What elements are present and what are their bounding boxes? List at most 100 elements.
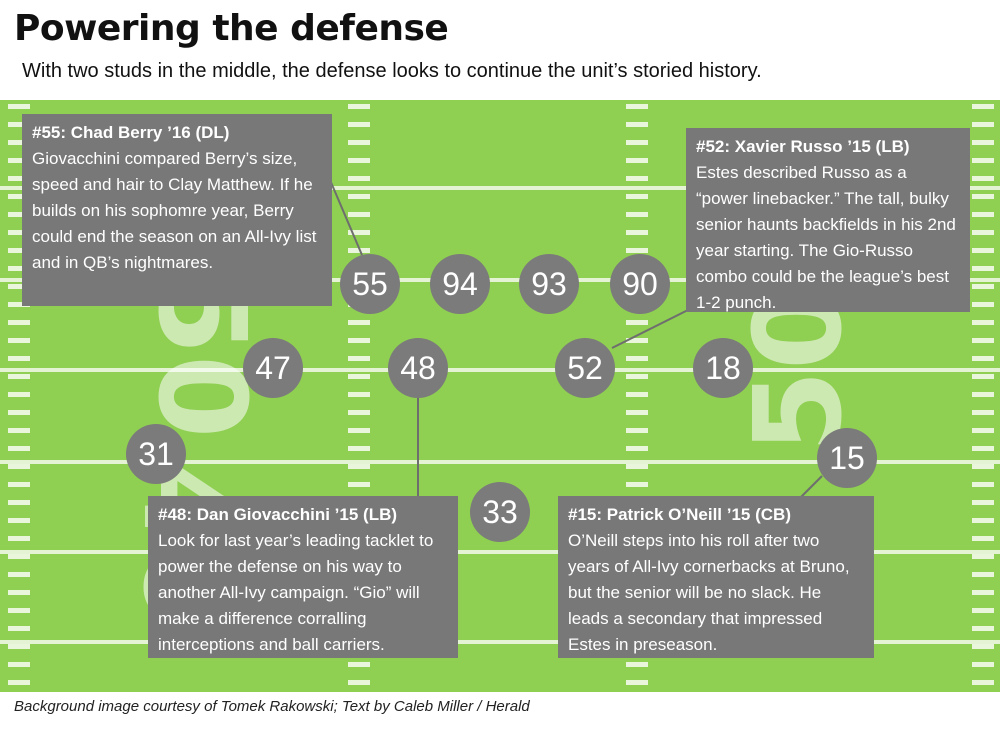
hash-mark <box>626 410 648 415</box>
hash-mark <box>8 392 30 397</box>
hash-mark <box>972 464 994 469</box>
hash-mark <box>348 194 370 199</box>
hash-mark <box>8 608 30 613</box>
hash-mark <box>8 320 30 325</box>
hash-mark <box>8 356 30 361</box>
image-credit: Background image courtesy of Tomek Rakow… <box>14 698 530 715</box>
hash-mark <box>8 302 30 307</box>
hash-mark <box>348 392 370 397</box>
yard-number-right: 50 <box>730 287 869 454</box>
hash-mark <box>8 446 30 451</box>
card-xavier-russo: #52: Xavier Russo ’15 (LB) Estes describ… <box>686 128 970 312</box>
hash-mark <box>972 392 994 397</box>
card-name: #15: Patrick O’Neill ’15 (CB) <box>568 505 791 524</box>
hash-mark <box>626 446 648 451</box>
card-text: Giovacchini compared Berry’s size, speed… <box>32 149 317 272</box>
hash-mark <box>8 500 30 505</box>
hash-mark <box>348 320 370 325</box>
hash-mark <box>8 230 30 235</box>
player-94: 94 <box>430 254 490 314</box>
hash-mark <box>8 122 30 127</box>
player-47: 47 <box>243 338 303 398</box>
hash-mark <box>972 626 994 631</box>
card-name: #55: Chad Berry ’16 (DL) <box>32 123 230 142</box>
hash-mark <box>626 662 648 667</box>
hash-mark <box>8 428 30 433</box>
player-31: 31 <box>126 424 186 484</box>
hash-mark <box>348 338 370 343</box>
card-text: Estes described Russo as a “power lineba… <box>696 163 956 312</box>
hash-mark <box>972 248 994 253</box>
hash-mark <box>626 392 648 397</box>
card-dan-giovacchini: #48: Dan Giovacchini ’15 (LB) Look for l… <box>148 496 458 658</box>
callout-lines <box>329 179 823 499</box>
hash-mark <box>972 158 994 163</box>
hash-mark <box>348 446 370 451</box>
player-55: 55 <box>340 254 400 314</box>
hash-mark <box>348 158 370 163</box>
callout-line-52 <box>611 309 689 349</box>
hash-mark <box>8 590 30 595</box>
hash-mark <box>972 230 994 235</box>
hash-mark <box>8 644 30 649</box>
hash-mark <box>8 194 30 199</box>
card-text: O’Neill steps into his roll after two ye… <box>568 531 850 654</box>
hash-mark <box>972 536 994 541</box>
hash-mark <box>626 464 648 469</box>
hash-mark <box>626 104 648 109</box>
hash-mark <box>972 590 994 595</box>
football-field: 50 50 40 55 94 93 90 47 48 52 18 31 15 3… <box>0 100 1000 692</box>
hash-mark <box>8 212 30 217</box>
card-chad-berry: #55: Chad Berry ’16 (DL) Giovacchini com… <box>22 114 332 306</box>
hash-mark <box>972 356 994 361</box>
hash-mark <box>8 176 30 181</box>
hash-mark <box>8 572 30 577</box>
hash-mark <box>8 338 30 343</box>
hash-mark <box>972 608 994 613</box>
hash-mark <box>972 284 994 289</box>
card-name: #48: Dan Giovacchini ’15 (LB) <box>158 505 398 524</box>
hash-mark <box>348 428 370 433</box>
hash-mark <box>8 266 30 271</box>
callout-line-15 <box>799 475 823 499</box>
hash-mark <box>972 482 994 487</box>
player-90: 90 <box>610 254 670 314</box>
hash-mark <box>348 482 370 487</box>
hash-mark <box>348 212 370 217</box>
hash-mark <box>348 140 370 145</box>
hash-mark <box>8 284 30 289</box>
player-93: 93 <box>519 254 579 314</box>
card-text: Look for last year’s leading tacklet to … <box>158 531 434 654</box>
hash-mark <box>348 410 370 415</box>
hash-mark <box>626 482 648 487</box>
hash-mark <box>626 338 648 343</box>
page-subtitle: With two studs in the middle, the defens… <box>22 60 762 82</box>
hash-mark <box>972 572 994 577</box>
hash-mark <box>972 176 994 181</box>
hash-mark <box>626 374 648 379</box>
card-name: #52: Xavier Russo ’15 (LB) <box>696 137 910 156</box>
hash-mark <box>972 554 994 559</box>
hash-mark <box>8 662 30 667</box>
hash-mark <box>348 662 370 667</box>
hash-mark <box>348 122 370 127</box>
hash-mark <box>972 302 994 307</box>
hash-mark <box>972 266 994 271</box>
hash-mark <box>8 482 30 487</box>
callout-line-55 <box>329 179 363 256</box>
player-18: 18 <box>693 338 753 398</box>
hash-mark <box>8 626 30 631</box>
hash-mark <box>972 410 994 415</box>
hash-mark <box>626 230 648 235</box>
hash-mark <box>348 356 370 361</box>
hash-mark <box>972 518 994 523</box>
player-15: 15 <box>817 428 877 488</box>
hash-mark <box>972 212 994 217</box>
hash-mark <box>348 680 370 685</box>
player-48: 48 <box>388 338 448 398</box>
hash-mark <box>8 374 30 379</box>
hash-mark <box>348 176 370 181</box>
hash-mark <box>348 464 370 469</box>
hash-mark <box>8 140 30 145</box>
hash-mark <box>626 320 648 325</box>
